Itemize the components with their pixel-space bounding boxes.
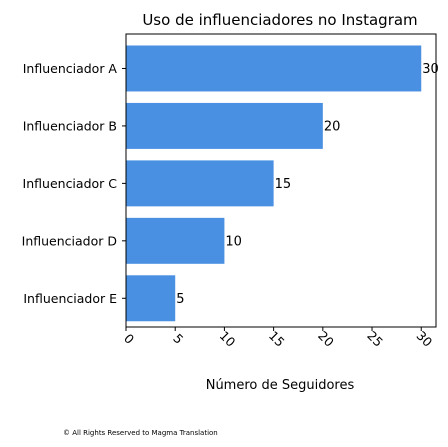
bar-value-label: 10 — [225, 234, 242, 249]
x-tick-label: 5 — [170, 331, 186, 347]
bar — [126, 102, 323, 149]
bar — [126, 160, 274, 207]
x-axis-label: Número de Seguidores — [206, 378, 355, 393]
bar-value-label: 5 — [176, 292, 184, 307]
y-tick-label: Influenciador B — [23, 118, 117, 133]
x-tick-label: 10 — [217, 328, 239, 350]
bar-value-label: 30 — [422, 62, 439, 77]
x-tick-label: 15 — [266, 328, 288, 350]
y-tick-label: Influenciador E — [23, 291, 117, 306]
bar — [126, 217, 225, 264]
x-tick-label: 20 — [315, 328, 337, 350]
x-tick-label: 25 — [364, 328, 386, 350]
chart-title: Uso de influenciadores no Instagram — [142, 11, 417, 29]
x-tick-label: 30 — [413, 328, 435, 350]
x-tick-label: 0 — [121, 331, 137, 347]
y-tick-label: Influenciador A — [23, 61, 118, 76]
bar — [126, 45, 422, 92]
copyright-footer: © All Rights Reserved to Magma Translati… — [63, 429, 218, 437]
plot-frame — [125, 33, 437, 328]
y-tick-label: Influenciador C — [23, 176, 118, 191]
bar-value-label: 15 — [275, 177, 292, 192]
y-tick-label: Influenciador D — [22, 233, 117, 248]
bar — [126, 275, 176, 322]
bars-layer: 30 20 15 10 5 — [126, 45, 439, 322]
bar-value-label: 20 — [324, 119, 341, 134]
